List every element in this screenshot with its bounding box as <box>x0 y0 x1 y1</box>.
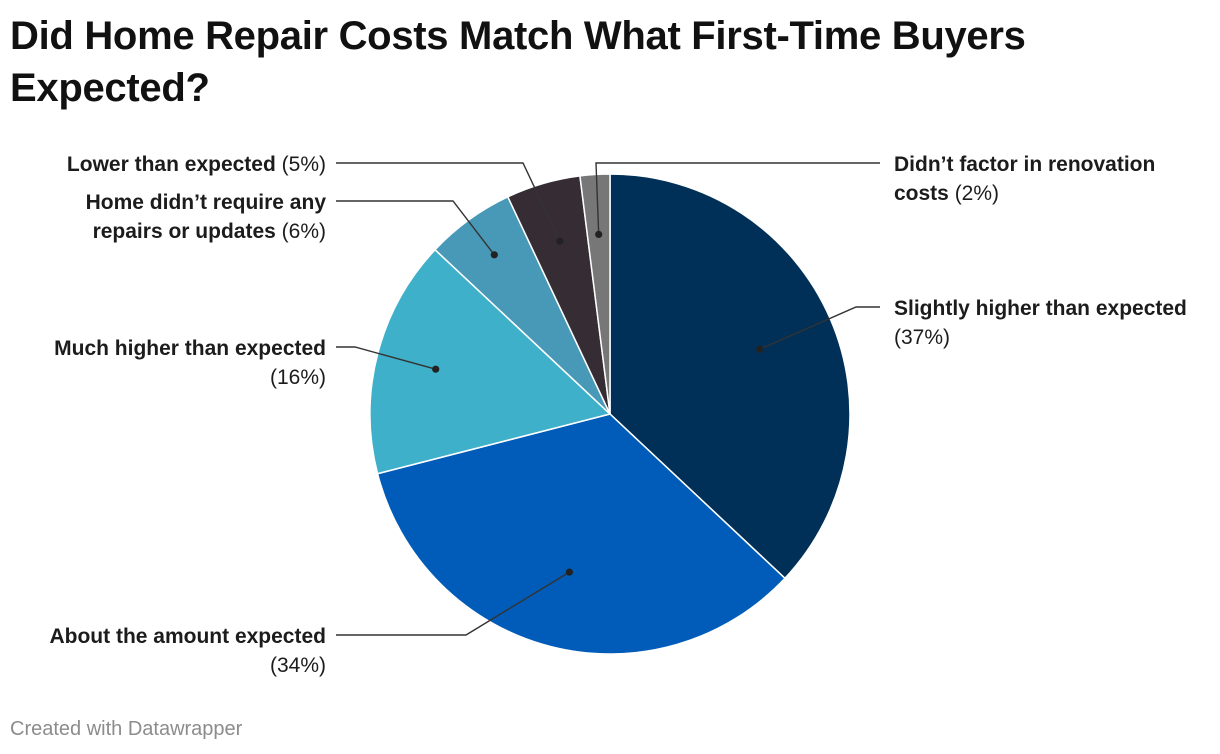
slice-label-5-line-1: costs (2%) <box>894 182 999 205</box>
slice-labels: Slightly higher than expected (37%) About … <box>49 153 1186 677</box>
slice-label-2-line-0: Much higher than expected <box>54 337 326 360</box>
leader-line-1 <box>336 571 570 636</box>
leader-dot-5 <box>595 230 603 238</box>
pie-slice-1 <box>376 413 787 655</box>
leader-line-3 <box>336 200 495 256</box>
slice-label-2-line-1: (16%) <box>270 366 326 389</box>
leader-dot-1 <box>565 568 574 576</box>
leader-line-0 <box>759 306 880 350</box>
leader-line-4 <box>336 162 561 242</box>
slice-label-0-line-1: (37%) <box>894 326 950 349</box>
pie-slices <box>369 173 851 655</box>
leader-line-2 <box>336 346 436 370</box>
footer-credit: Created with Datawrapper <box>10 718 243 740</box>
chart-title: Did Home Repair Costs Match What First-T… <box>10 14 1026 110</box>
leader-dot-2 <box>432 365 440 373</box>
leader-line-5 <box>595 162 880 235</box>
leader-dot-0 <box>756 345 764 353</box>
pie-slice-5 <box>579 173 611 415</box>
leader-lines <box>336 162 880 636</box>
leader-dot-4 <box>556 237 564 245</box>
slice-label-5-line-0: Didn’t factor in renovation <box>894 153 1155 176</box>
slice-label-0-line-0: Slightly higher than expected <box>894 297 1187 320</box>
pie-slice-2 <box>369 248 612 475</box>
slice-label-1-line-1: (34%) <box>270 654 326 677</box>
slice-label-1-line-0: About the amount expected <box>49 625 326 648</box>
slice-label-3-line-1: repairs or updates (6%) <box>93 220 326 243</box>
slice-label-4-line-0: Lower than expected (5%) <box>67 153 326 176</box>
slice-label-3-line-0: Home didn’t require any <box>86 191 327 214</box>
leader-dot-3 <box>490 251 498 259</box>
